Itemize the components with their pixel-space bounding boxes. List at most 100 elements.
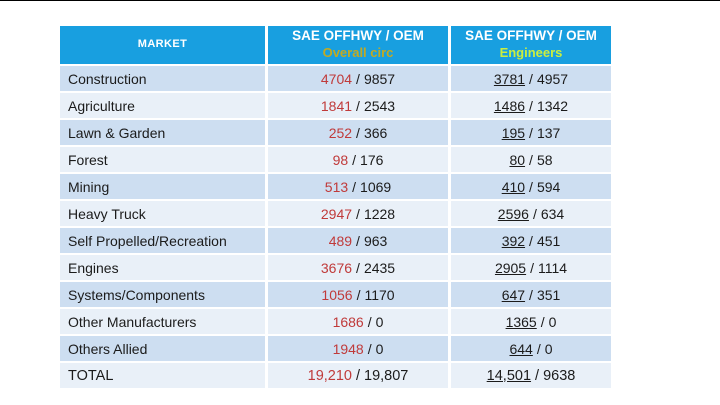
- circ-second-value: 9857: [363, 70, 396, 87]
- value-separator: /: [367, 313, 372, 330]
- eng-first-value: 647: [501, 286, 526, 303]
- market-name: Heavy Truck: [68, 205, 146, 222]
- circ-second-value: 176: [360, 151, 384, 168]
- table-row: Systems/Components 1056 / 1170 647 / 351: [60, 282, 611, 307]
- market-name-cell: Engines: [60, 255, 265, 280]
- overall-circ-cell: 98 / 176: [268, 147, 448, 172]
- table-row: TOTAL 19,210 / 19,807 14,501 / 9638: [60, 363, 611, 388]
- eng-second-value: 1342: [536, 97, 569, 114]
- circ-second-value: 0: [375, 313, 384, 330]
- eng-second-value: 451: [536, 232, 561, 249]
- circ-second-value: 2543: [363, 97, 396, 114]
- market-name-cell: Systems/Components: [60, 282, 265, 307]
- value-separator: /: [356, 232, 360, 249]
- eng-first-value: 80: [509, 151, 526, 168]
- circ-second-value: 1228: [363, 205, 396, 222]
- market-circulation-table: MARKET SAE OFFHWY / OEM Overall circ SAE…: [60, 26, 611, 388]
- market-name: Lawn & Garden: [68, 124, 166, 141]
- circ-first-value: 2947: [320, 205, 353, 222]
- engineers-header-subtitle: Engineers: [499, 45, 563, 61]
- engineers-header-title: SAE OFFHWY / OEM: [465, 28, 597, 44]
- eng-second-value: 594: [536, 178, 561, 195]
- engineers-cell: 195 / 137: [451, 120, 611, 145]
- eng-first-value: 14,501: [486, 367, 532, 384]
- overall-circ-header-subtitle: Overall circ: [322, 45, 394, 61]
- circ-first-value: 1841: [320, 97, 353, 114]
- circ-first-value: 98: [332, 151, 349, 168]
- value-separator: /: [356, 97, 360, 114]
- circ-first-value: 4704: [320, 70, 353, 87]
- value-separator: /: [529, 97, 533, 114]
- table-row: Heavy Truck 2947 / 1228 2596 / 634: [60, 201, 611, 226]
- engineers-cell: 80 / 58: [451, 147, 611, 172]
- market-name-cell: Lawn & Garden: [60, 120, 265, 145]
- eng-second-value: 351: [536, 286, 561, 303]
- market-name-cell: Other Manufacturers: [60, 309, 265, 334]
- value-separator: /: [355, 367, 361, 384]
- value-separator: /: [356, 70, 360, 87]
- market-name: Self Propelled/Recreation: [68, 232, 227, 249]
- circ-first-value: 1948: [332, 340, 364, 357]
- circ-second-value: 366: [363, 124, 388, 141]
- market-name: Agriculture: [68, 97, 135, 114]
- header-cell-engineers: SAE OFFHWY / OEM Engineers: [451, 26, 611, 64]
- value-separator: /: [540, 313, 545, 330]
- overall-circ-cell: 1948 / 0: [268, 336, 448, 361]
- eng-second-value: 137: [536, 124, 561, 141]
- circ-first-value: 3676: [320, 259, 353, 276]
- table-row: Others Allied 1948 / 0 644 / 0: [60, 336, 611, 361]
- market-name: Construction: [68, 70, 147, 87]
- engineers-cell: 644 / 0: [451, 336, 611, 361]
- eng-first-value: 410: [501, 178, 526, 195]
- circ-first-value: 513: [324, 178, 349, 195]
- eng-first-value: 195: [501, 124, 526, 141]
- market-name-cell: Construction: [60, 66, 265, 91]
- header-cell-market: MARKET: [60, 26, 265, 64]
- table-row: Mining 513 / 1069 410 / 594: [60, 174, 611, 199]
- eng-second-value: 4957: [536, 70, 569, 87]
- eng-second-value: 634: [540, 205, 565, 222]
- value-separator: /: [529, 151, 533, 168]
- table-row: Agriculture 1841 / 2543 1486 / 1342: [60, 93, 611, 118]
- value-separator: /: [356, 286, 361, 303]
- engineers-cell: 392 / 451: [451, 228, 611, 253]
- engineers-cell: 3781 / 4957: [451, 66, 611, 91]
- market-name-cell: Mining: [60, 174, 265, 199]
- eng-second-value: 0: [544, 340, 553, 357]
- eng-first-value: 392: [501, 232, 526, 249]
- circ-first-value: 1686: [332, 313, 364, 330]
- table-row: Lawn & Garden 252 / 366 195 / 137: [60, 120, 611, 145]
- table-row: Forest 98 / 176 80 / 58: [60, 147, 611, 172]
- engineers-cell: 1365 / 0: [451, 309, 611, 334]
- value-separator: /: [356, 259, 360, 276]
- overall-circ-header-title: SAE OFFHWY / OEM: [292, 28, 424, 44]
- table-row: Self Propelled/Recreation 489 / 963 392 …: [60, 228, 611, 253]
- value-separator: /: [536, 340, 541, 357]
- table-header-row: MARKET SAE OFFHWY / OEM Overall circ SAE…: [60, 26, 611, 64]
- value-separator: /: [529, 124, 533, 141]
- table-row: Construction 4704 / 9857 3781 / 4957: [60, 66, 611, 91]
- engineers-cell: 410 / 594: [451, 174, 611, 199]
- overall-circ-cell: 19,210 / 19,807: [268, 363, 448, 388]
- eng-first-value: 1486: [493, 97, 526, 114]
- market-name: Forest: [68, 151, 108, 168]
- circ-second-value: 963: [363, 232, 388, 249]
- overall-circ-cell: 2947 / 1228: [268, 201, 448, 226]
- overall-circ-cell: 1056 / 1170: [268, 282, 448, 307]
- engineers-cell: 14,501 / 9638: [451, 363, 611, 388]
- value-separator: /: [535, 367, 540, 384]
- circ-first-value: 19,210: [307, 367, 352, 384]
- overall-circ-cell: 3676 / 2435: [268, 255, 448, 280]
- overall-circ-cell: 1686 / 0: [268, 309, 448, 334]
- value-separator: /: [529, 178, 533, 195]
- market-header-label: MARKET: [137, 38, 188, 51]
- value-separator: /: [352, 151, 357, 168]
- engineers-cell: 1486 / 1342: [451, 93, 611, 118]
- market-name-cell: Heavy Truck: [60, 201, 265, 226]
- eng-first-value: 1365: [505, 313, 537, 330]
- engineers-cell: 2596 / 634: [451, 201, 611, 226]
- market-name-cell: Agriculture: [60, 93, 265, 118]
- market-name-cell: Forest: [60, 147, 265, 172]
- overall-circ-cell: 4704 / 9857: [268, 66, 448, 91]
- header-cell-overall-circ: SAE OFFHWY / OEM Overall circ: [268, 26, 448, 64]
